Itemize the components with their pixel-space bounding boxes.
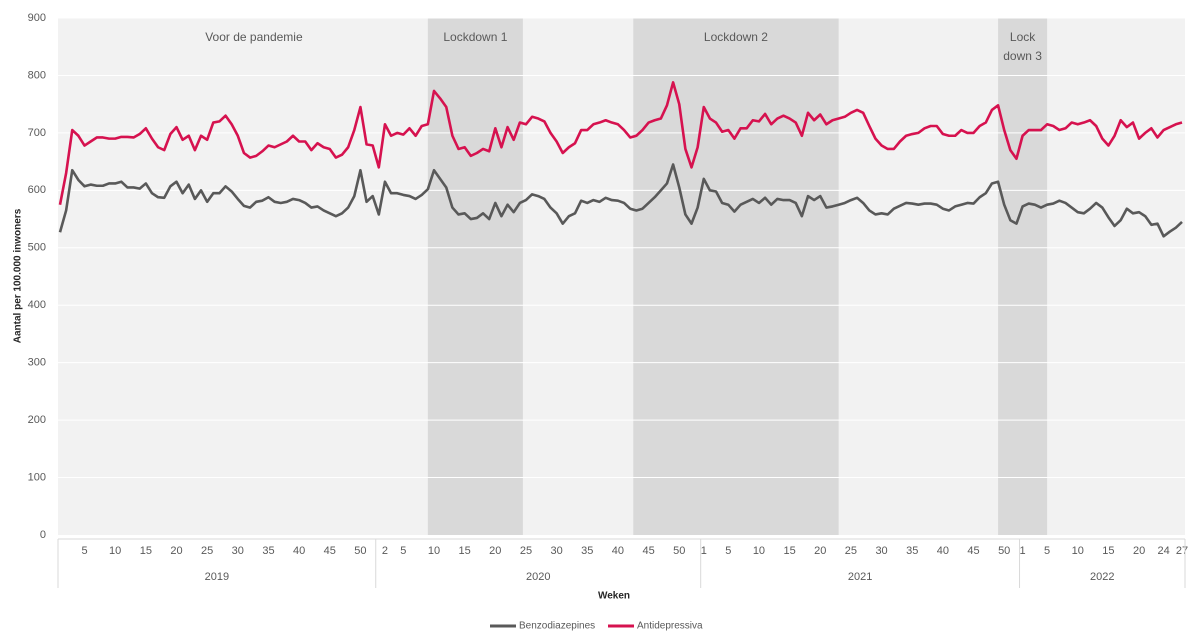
x-tick-label: 15: [783, 545, 795, 557]
data-line: [58, 163, 1183, 238]
x-tick-label: 25: [845, 545, 857, 557]
x-tick-label: 30: [550, 545, 562, 557]
year-label: 2022: [1090, 571, 1114, 583]
x-tick-label: 10: [753, 545, 765, 557]
x-tick-label: 20: [1133, 545, 1145, 557]
y-tick-label: 200: [28, 414, 46, 426]
legend-label: Benzodiazepines: [519, 621, 595, 632]
x-tick-label: 40: [937, 545, 949, 557]
x-tick-label: 50: [673, 545, 685, 557]
x-tick-label: 1: [1020, 545, 1026, 557]
x-tick-label: 5: [81, 545, 87, 557]
y-tick-label: 900: [28, 12, 46, 24]
y-tick-label: 600: [28, 184, 46, 196]
period-label: Lock: [1010, 30, 1036, 44]
period-label: Lockdown 2: [704, 30, 768, 44]
x-tick-label: 45: [642, 545, 654, 557]
x-tick-label: 50: [354, 545, 366, 557]
x-tick-label: 45: [967, 545, 979, 557]
x-tick-label: 20: [170, 545, 182, 557]
x-tick-label: 30: [232, 545, 244, 557]
year-label: 2020: [526, 571, 550, 583]
period-shade: [633, 18, 839, 535]
x-tick-label: 40: [293, 545, 305, 557]
x-tick-label: 1: [701, 545, 707, 557]
x-axis-title: Weken: [598, 591, 630, 602]
y-tick-label: 0: [40, 529, 46, 541]
x-tick-label: 35: [581, 545, 593, 557]
year-label: 2019: [205, 571, 229, 583]
plot-area: [58, 18, 1185, 535]
x-tick-label: 27: [1176, 545, 1188, 557]
x-tick-label: 45: [324, 545, 336, 557]
x-tick-label: 25: [520, 545, 532, 557]
x-tick-label: 15: [1102, 545, 1114, 557]
y-axis-title: Aantal per 100.000 inwoners: [13, 208, 24, 343]
y-tick-label: 300: [28, 357, 46, 369]
x-tick-label: 5: [400, 545, 406, 557]
period-shade: [998, 18, 1048, 535]
x-tick-label: 25: [201, 545, 213, 557]
period-label: Voor de pandemie: [205, 30, 303, 44]
x-tick-label: 24: [1157, 545, 1169, 557]
y-tick-label: 400: [28, 299, 46, 311]
year-label: 2021: [848, 571, 872, 583]
x-tick-label: 35: [262, 545, 274, 557]
plot-background: [58, 18, 1185, 535]
x-tick-label: 15: [459, 545, 471, 557]
x-tick-label: 5: [725, 545, 731, 557]
x-tick-label: 2: [382, 545, 388, 557]
legend-label: Antidepressiva: [637, 621, 703, 632]
x-tick-label: 20: [489, 545, 501, 557]
x-tick-label: 10: [428, 545, 440, 557]
x-tick-label: 40: [612, 545, 624, 557]
period-label: Lockdown 1: [443, 30, 507, 44]
y-tick-label: 500: [28, 242, 46, 254]
y-tick-label: 800: [28, 69, 46, 81]
x-tick-label: 20: [814, 545, 826, 557]
period-label: down 3: [1003, 49, 1042, 63]
x-tick-label: 5: [1044, 545, 1050, 557]
x-tick-label: 50: [998, 545, 1010, 557]
period-shade: [427, 18, 523, 535]
x-tick-label: 10: [109, 545, 121, 557]
data-line: [58, 81, 1183, 205]
y-tick-label: 700: [28, 127, 46, 139]
x-tick-label: 35: [906, 545, 918, 557]
x-tick-label: 15: [140, 545, 152, 557]
x-tick-label: 10: [1072, 545, 1084, 557]
x-tick-label: 30: [875, 545, 887, 557]
y-tick-label: 100: [28, 471, 46, 483]
